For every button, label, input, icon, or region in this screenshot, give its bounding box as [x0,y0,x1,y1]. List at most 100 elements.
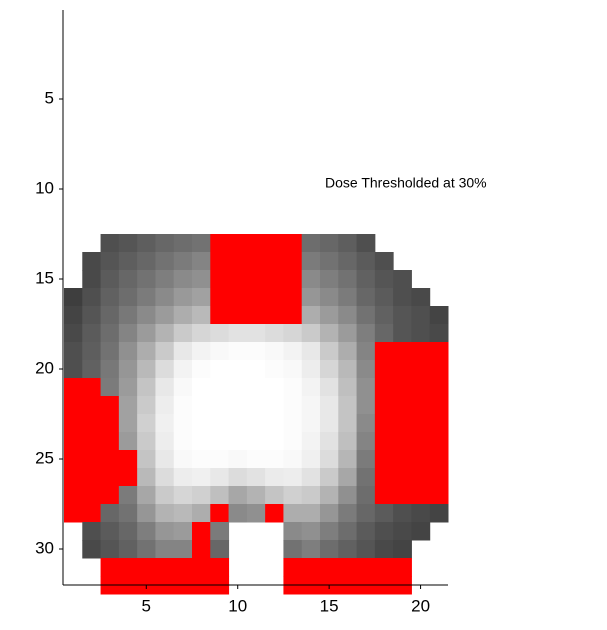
y-tick-label: 30 [35,538,54,557]
cell [173,252,193,271]
cell [320,396,339,415]
cell [210,504,230,523]
cell [155,486,175,505]
chart-title: Dose Thresholded at 30% [325,175,487,191]
cell [265,504,284,523]
cell [411,288,431,307]
cell [173,306,193,325]
cell [155,522,175,541]
cell [192,324,211,343]
cell [210,396,230,415]
cell [246,468,266,487]
cell [137,504,156,523]
cell [265,396,284,415]
cell [265,234,284,253]
cell [338,324,358,343]
cell [137,468,156,487]
cell [228,252,248,271]
cell [64,342,83,361]
cell [374,252,394,271]
cell [155,234,175,253]
cell [100,360,120,379]
cell [265,414,284,433]
cell [374,540,394,559]
cell [393,306,412,325]
cell [118,486,138,505]
cell [137,234,156,253]
cell [210,558,230,577]
cell [155,360,175,379]
cell [283,360,303,379]
cell [411,324,431,343]
cell [64,450,83,469]
cell [100,270,120,289]
cell [155,396,175,415]
cell [228,342,248,361]
cell [82,450,102,469]
cell [228,306,248,325]
y-tick-label: 5 [45,88,54,107]
cell [393,504,412,523]
cell [100,486,120,505]
cell [356,234,376,253]
cell [393,432,412,451]
cell [173,342,193,361]
cell [338,360,358,379]
cell [155,342,175,361]
cell [100,288,120,307]
cell [301,414,321,433]
cell [82,522,102,541]
cell [210,288,230,307]
cell [411,378,431,397]
cell [137,540,156,559]
cell [301,378,321,397]
cell [173,540,193,559]
cell [118,432,138,451]
cell [173,522,193,541]
cell [374,306,394,325]
cell [137,558,156,577]
x-tick-label: 15 [320,596,339,615]
cell [283,342,303,361]
cell [118,252,138,271]
image [64,234,449,595]
cell [301,270,321,289]
cell [137,252,156,271]
cell [118,468,138,487]
cell [137,486,156,505]
cell [393,396,412,415]
cell [301,342,321,361]
cell [82,396,102,415]
cell [429,396,449,415]
cell [155,252,175,271]
y-tick-label: 15 [35,268,54,287]
cell [338,252,358,271]
cell [356,486,376,505]
cell [82,540,102,559]
cell [411,468,431,487]
cell [118,378,138,397]
cell [338,234,358,253]
cell [356,468,376,487]
cell [338,414,358,433]
cell [118,324,138,343]
cell [210,414,230,433]
cell [283,468,303,487]
cell [283,414,303,433]
cell [411,342,431,361]
cell [301,486,321,505]
cell [64,378,83,397]
cell [100,450,120,469]
cell [118,288,138,307]
cell [356,342,376,361]
cell [64,288,83,307]
cell [210,270,230,289]
cell [173,504,193,523]
cell [228,432,248,451]
cell [356,432,376,451]
cell [100,324,120,343]
cell [82,306,102,325]
cell [210,252,230,271]
cell [411,414,431,433]
cell [411,522,431,541]
